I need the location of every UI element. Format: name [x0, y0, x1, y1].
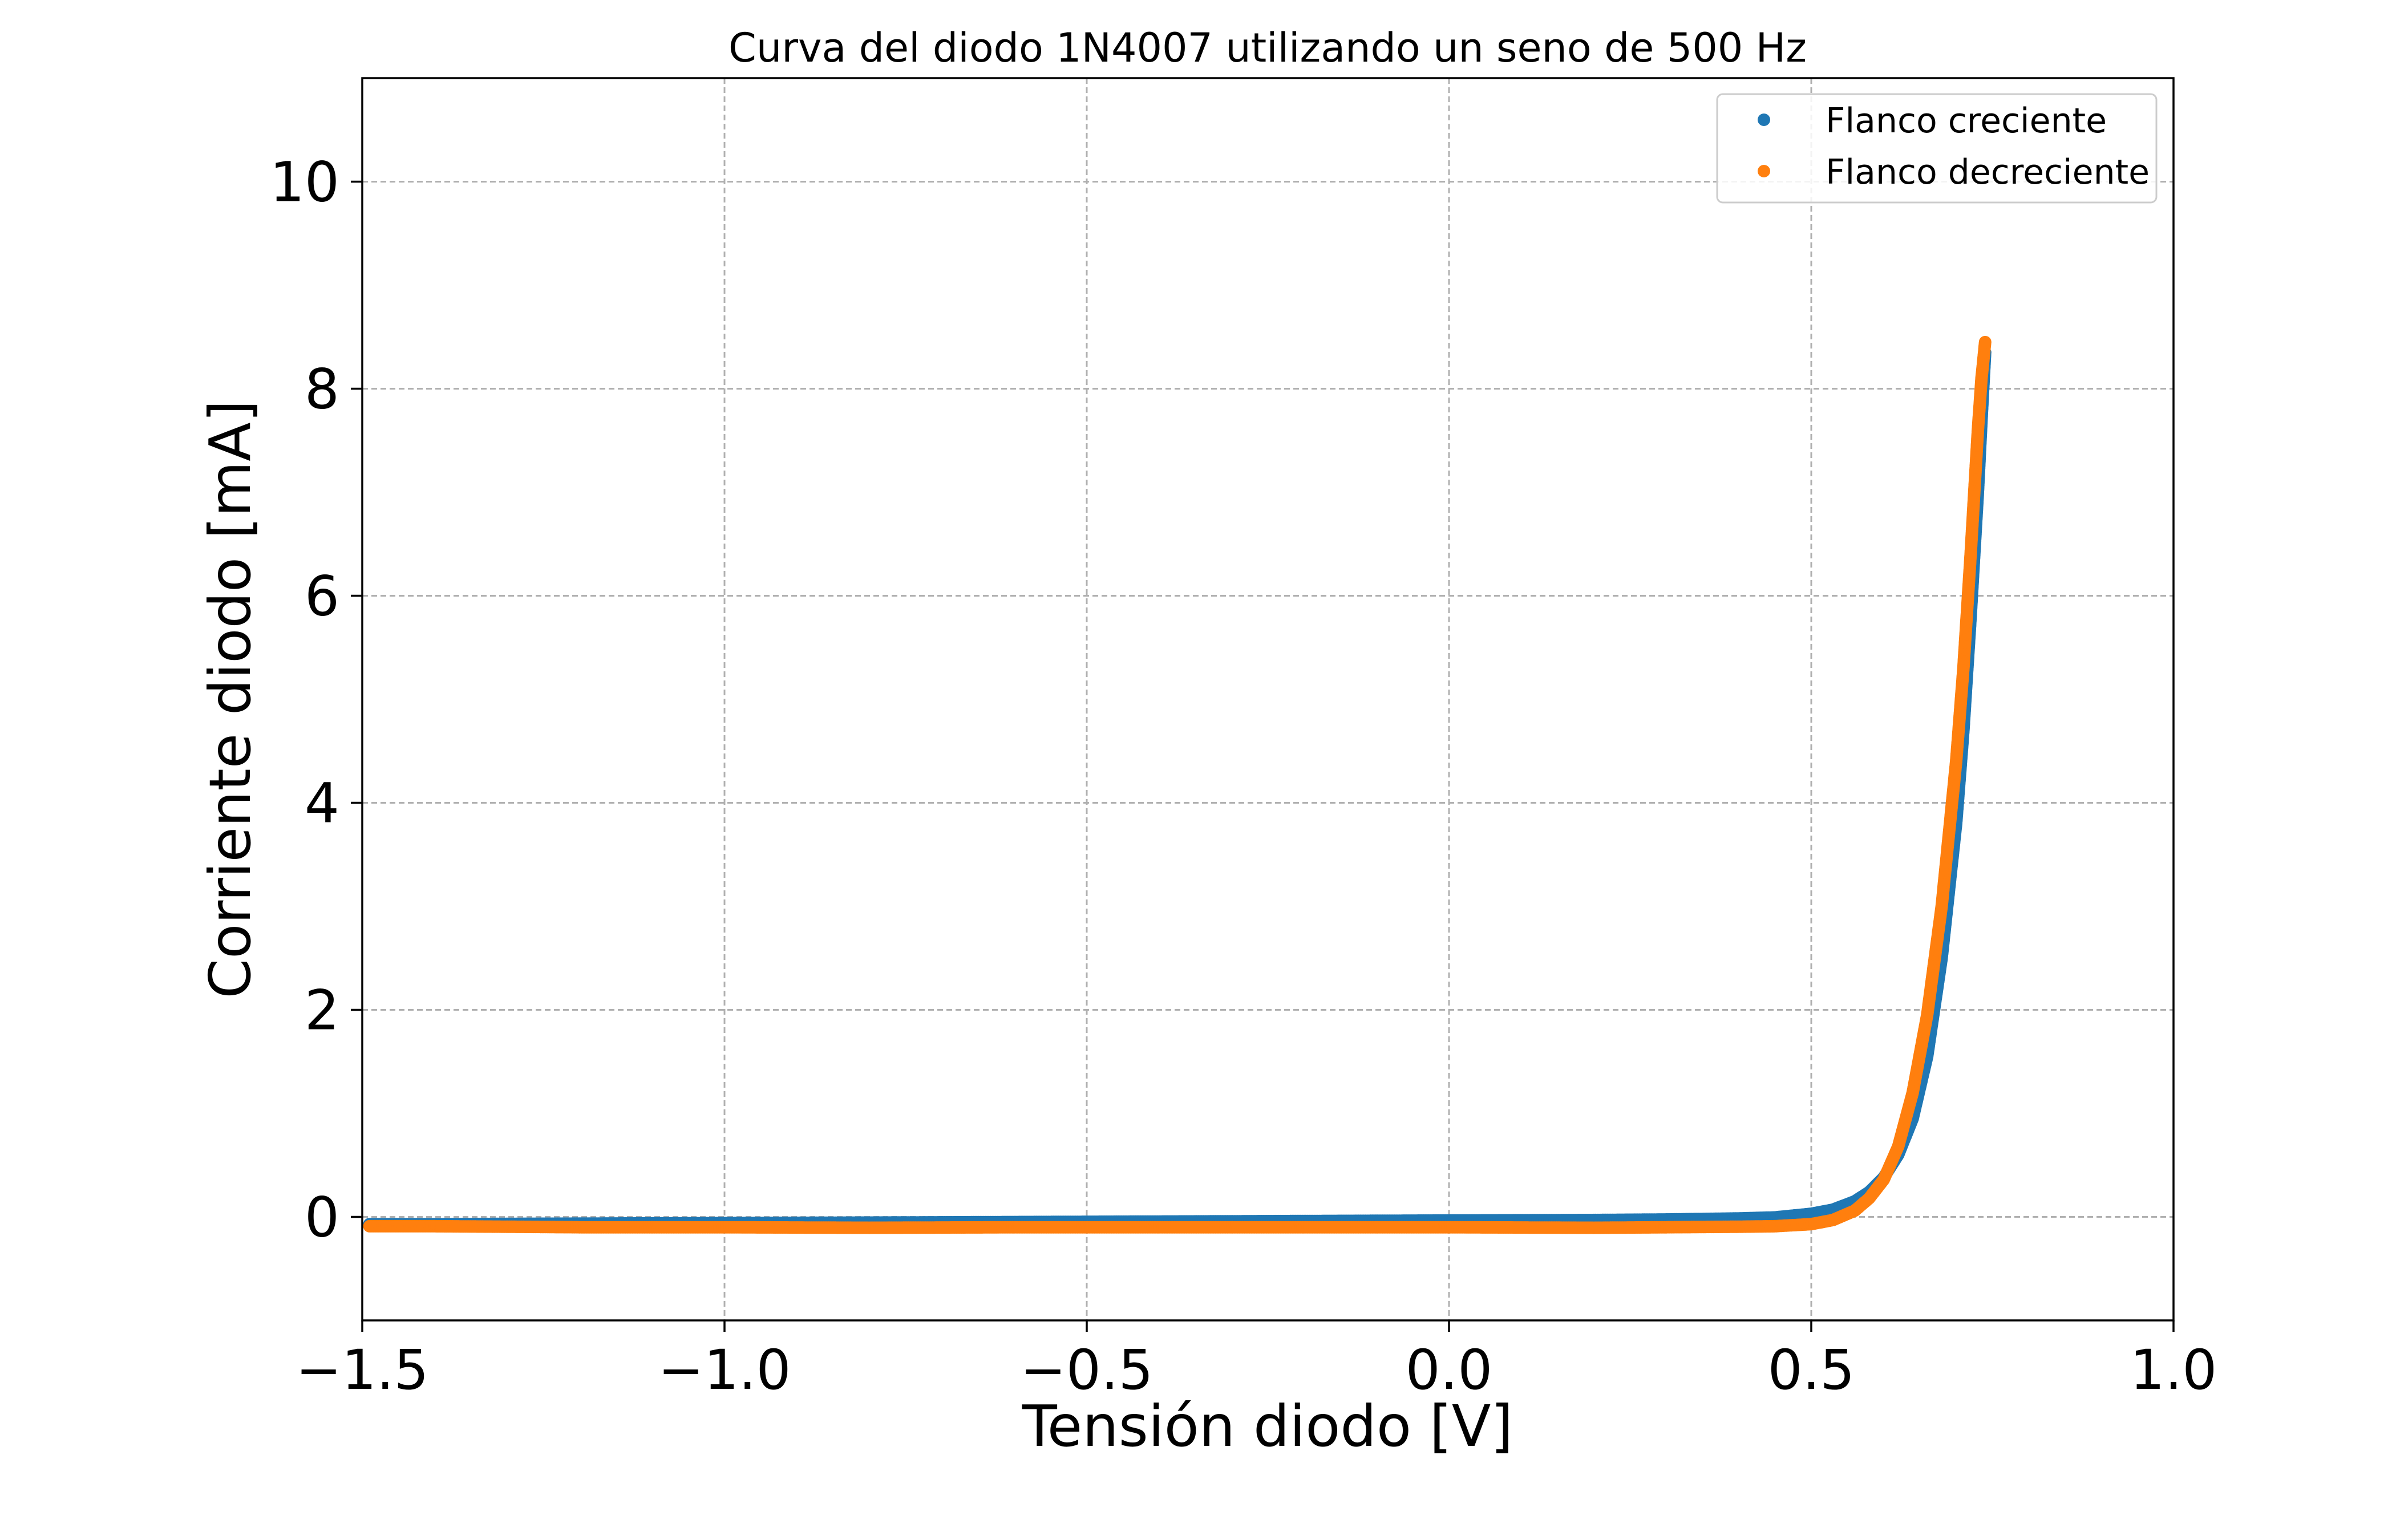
legend: Flanco creciente Flanco decreciente — [1716, 93, 2158, 204]
x-tick-label: −1.5 — [296, 1338, 428, 1402]
y-tick-label: 0 — [305, 1186, 339, 1250]
tick-layer: −1.5 −1.0 −0.5 0.0 0.5 1.0 0 2 4 6 8 10 — [270, 151, 2217, 1403]
y-tick-label: 10 — [270, 151, 339, 214]
series-flanco-decreciente — [363, 335, 1992, 1234]
y-tick-label: 4 — [305, 772, 339, 836]
legend-label-flanco-decreciente: Flanco decreciente — [1826, 152, 2150, 192]
y-axis-label: Corriente diodo [mA] — [197, 400, 264, 998]
x-axis-label: Tensión diodo [V] — [1022, 1393, 1513, 1460]
x-tick-label: −0.5 — [1020, 1338, 1153, 1402]
chart-title: Curva del diodo 1N4007 utilizando un sen… — [728, 25, 1807, 71]
y-tick-label: 2 — [305, 979, 339, 1043]
legend-box — [1716, 93, 2158, 204]
legend-marker-flanco-creciente — [1758, 114, 1770, 126]
x-tick-label: −1.0 — [658, 1338, 791, 1402]
x-tick-label: 1.0 — [2130, 1338, 2217, 1402]
legend-marker-flanco-decreciente — [1758, 165, 1770, 177]
x-tick-label: 0.0 — [1406, 1338, 1493, 1402]
y-tick-label: 8 — [305, 358, 339, 422]
y-tick-label: 6 — [305, 565, 339, 629]
x-tick-label: 0.5 — [1768, 1338, 1855, 1402]
plot-frame — [361, 77, 2175, 1322]
legend-label-flanco-creciente: Flanco creciente — [1826, 101, 2107, 141]
data-point — [1978, 335, 1992, 348]
series-layer — [363, 335, 1992, 1234]
